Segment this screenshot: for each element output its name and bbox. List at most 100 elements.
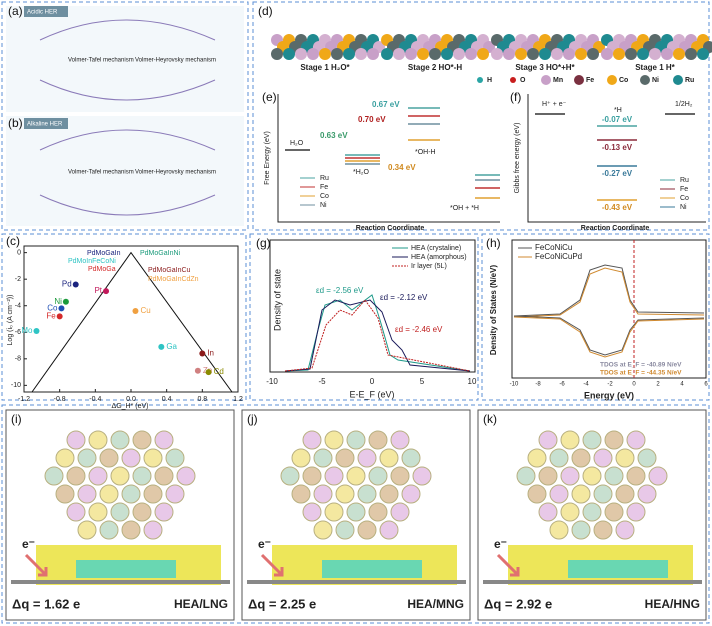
atom bbox=[55, 484, 75, 504]
panel-a: (a) Acidic HER Volmer-Tafel mechanism Vo… bbox=[6, 4, 244, 112]
atom bbox=[55, 448, 75, 468]
atom bbox=[551, 48, 563, 60]
atom bbox=[346, 430, 366, 450]
stage: Stage 1 H₂O* bbox=[300, 63, 350, 72]
atom bbox=[367, 48, 379, 60]
y-tick-label: -4 bbox=[15, 303, 21, 310]
atom bbox=[604, 502, 624, 522]
atom bbox=[571, 448, 591, 468]
atom bbox=[560, 502, 580, 522]
arrow bbox=[496, 553, 520, 577]
atom bbox=[613, 48, 625, 60]
atom bbox=[560, 466, 580, 486]
cycle bbox=[39, 19, 216, 101]
legend-swatch bbox=[541, 75, 551, 85]
atom bbox=[368, 466, 388, 486]
atom bbox=[283, 48, 295, 60]
panel-label: (h) bbox=[486, 236, 501, 250]
panel-b: (b) Alkaline HER Volmer-Tafel mechanism … bbox=[6, 116, 244, 226]
tag-bg bbox=[24, 6, 68, 17]
legend-label: Fe bbox=[320, 184, 328, 191]
system-name: HEA/HNG bbox=[645, 597, 700, 611]
system-name: HEA/MNG bbox=[407, 597, 464, 611]
legend-label: HEA (crystaline) bbox=[411, 245, 461, 252]
energy: -0.43 eV bbox=[602, 203, 633, 212]
atom bbox=[673, 48, 685, 60]
y-tick-label: 0 bbox=[17, 249, 21, 256]
atom bbox=[527, 484, 547, 504]
atom bbox=[313, 448, 333, 468]
atom bbox=[615, 448, 635, 468]
panel-c: (c) Log (i₀ (A cm⁻²)) ΔG_H* (eV) -1.2 -0.… bbox=[6, 234, 243, 410]
energy: -0.07 eV bbox=[602, 115, 633, 124]
x-ticks: -10 -8 -6 -4 -2 0 2 4 6 bbox=[510, 382, 709, 388]
atom bbox=[604, 466, 624, 486]
state: *OH-H bbox=[415, 149, 436, 156]
stage: Stage 1 H* bbox=[635, 63, 675, 72]
state: *H bbox=[614, 107, 622, 114]
x-label: Reaction Coordinate bbox=[581, 225, 650, 232]
legend-label: Ni bbox=[320, 202, 327, 209]
x-label: Energy (eV) bbox=[584, 390, 634, 400]
atom bbox=[571, 520, 591, 540]
energy: 0.34 eV bbox=[388, 163, 416, 172]
legend-swatch bbox=[510, 77, 516, 83]
atom bbox=[587, 48, 599, 60]
x-tick-label: -10 bbox=[510, 382, 519, 388]
atom bbox=[390, 502, 410, 522]
state: *H₂O bbox=[353, 169, 369, 176]
panel-label: (b) bbox=[8, 116, 23, 130]
legend-label: Ru bbox=[320, 175, 329, 182]
atom-legend: H O Mn Fe Co Ni Ru bbox=[477, 75, 694, 85]
atom bbox=[346, 502, 366, 522]
x-tick-label: 0.4 bbox=[162, 396, 172, 403]
y-tick-label: -10 bbox=[11, 382, 21, 389]
atom bbox=[626, 466, 646, 486]
x-tick-label: -6 bbox=[559, 382, 565, 388]
tag: Acidic HER bbox=[27, 10, 58, 16]
atom bbox=[99, 484, 119, 504]
legend-label: H bbox=[487, 77, 492, 84]
atom bbox=[549, 484, 569, 504]
atom bbox=[324, 502, 344, 522]
atom bbox=[637, 484, 657, 504]
atom bbox=[575, 48, 587, 60]
atom bbox=[121, 448, 141, 468]
x-tick-label: 0.0 bbox=[126, 396, 136, 403]
atom bbox=[593, 484, 613, 504]
legend-label: HEA (amorphous) bbox=[411, 254, 467, 261]
atom bbox=[441, 48, 453, 60]
atom bbox=[88, 502, 108, 522]
point-label: In bbox=[207, 349, 214, 358]
atom bbox=[538, 430, 558, 450]
atom bbox=[319, 48, 331, 60]
atom bbox=[132, 466, 152, 486]
atom bbox=[295, 48, 307, 60]
x-tick-label: -2 bbox=[607, 382, 613, 388]
charge-density bbox=[76, 560, 176, 578]
levels bbox=[285, 107, 500, 199]
atom bbox=[503, 48, 515, 60]
atom bbox=[271, 48, 283, 60]
axes bbox=[277, 94, 500, 223]
legend-swatch bbox=[574, 75, 584, 85]
panel-label: (c) bbox=[6, 234, 20, 248]
point-label: Pd bbox=[62, 280, 72, 289]
atom bbox=[88, 430, 108, 450]
atom bbox=[280, 466, 300, 486]
atom bbox=[77, 448, 97, 468]
point bbox=[72, 281, 79, 288]
atom bbox=[335, 484, 355, 504]
atom bbox=[110, 430, 130, 450]
atom bbox=[368, 430, 388, 450]
x-tick-label: 0 bbox=[370, 377, 375, 386]
legend-label: Co bbox=[320, 193, 329, 200]
atom bbox=[165, 448, 185, 468]
legend-label: Fe bbox=[680, 186, 688, 193]
point bbox=[205, 369, 212, 376]
mechanism: Volmer-Heyrovsky mechanism bbox=[135, 170, 216, 176]
charge-density bbox=[568, 560, 668, 578]
levels bbox=[535, 113, 695, 201]
x-tick-label: -4 bbox=[583, 382, 589, 388]
